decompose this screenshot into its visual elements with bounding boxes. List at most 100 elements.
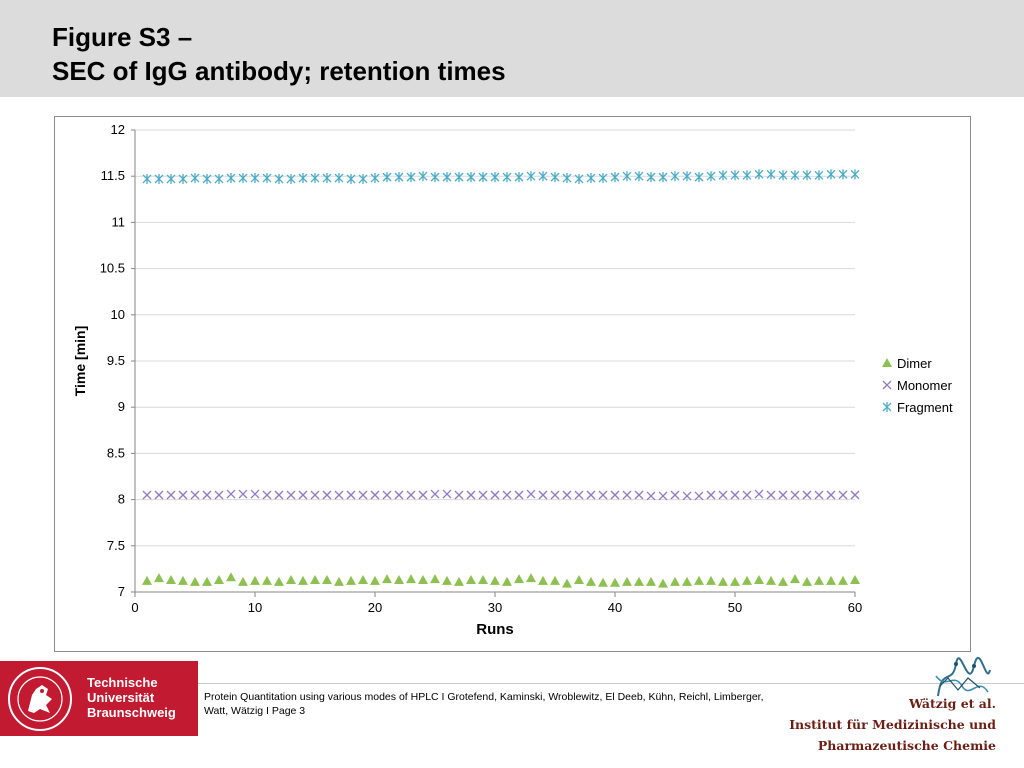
dimer-data-point bbox=[838, 575, 848, 585]
dimer-data-point bbox=[790, 574, 800, 584]
dimer-data-point bbox=[766, 575, 776, 585]
legend-fragment-label: Fragment bbox=[897, 400, 953, 415]
dimer-data-point bbox=[394, 574, 404, 584]
dimer-data-point bbox=[154, 573, 164, 583]
monomer-data-point bbox=[634, 490, 644, 500]
dimer-data-point bbox=[646, 576, 656, 586]
monomer-data-point bbox=[202, 490, 212, 500]
legend-dimer-label: Dimer bbox=[897, 356, 932, 371]
dimer-data-point bbox=[730, 576, 740, 586]
monomer-data-point bbox=[550, 490, 560, 500]
dimer-data-point bbox=[250, 575, 260, 585]
fragment-data-point bbox=[430, 172, 440, 183]
legend-dimer-marker bbox=[882, 358, 892, 367]
y-tick-label: 10.5 bbox=[100, 261, 125, 276]
fragment-data-point bbox=[514, 172, 524, 183]
dimer-data-point bbox=[778, 576, 788, 586]
x-tick-label: 60 bbox=[848, 600, 862, 615]
x-tick-label: 20 bbox=[368, 600, 382, 615]
dimer-data-point bbox=[670, 576, 680, 586]
fragment-data-point bbox=[754, 169, 764, 180]
monomer-data-point bbox=[238, 489, 248, 499]
monomer-data-point bbox=[814, 490, 824, 500]
dimer-data-point bbox=[682, 576, 692, 586]
monomer-data-point bbox=[394, 490, 404, 500]
fragment-data-point bbox=[214, 173, 224, 184]
monomer-data-point bbox=[322, 490, 332, 500]
dimer-data-point bbox=[286, 574, 296, 584]
legend-monomer-label: Monomer bbox=[897, 378, 953, 393]
dimer-data-point bbox=[238, 576, 248, 586]
fragment-data-point bbox=[178, 173, 188, 184]
y-tick-label: 9.5 bbox=[107, 353, 125, 368]
monomer-data-point bbox=[778, 490, 788, 500]
dimer-data-point bbox=[454, 576, 464, 586]
y-axis-label: Time [min] bbox=[72, 326, 88, 397]
monomer-data-point bbox=[598, 490, 608, 500]
monomer-data-point bbox=[718, 490, 728, 500]
monomer-data-point bbox=[682, 491, 692, 501]
university-name-line-3: Braunschweig bbox=[87, 705, 176, 720]
chart-data-points bbox=[142, 169, 860, 588]
fragment-data-point bbox=[274, 173, 284, 184]
monomer-data-point bbox=[502, 490, 512, 500]
dimer-data-point bbox=[190, 576, 200, 586]
dimer-data-point bbox=[586, 576, 596, 586]
fragment-data-point bbox=[166, 173, 176, 184]
chart-legend[interactable]: Dimer Monomer Fragment bbox=[882, 356, 953, 415]
dimer-data-point bbox=[574, 574, 584, 584]
university-logo[interactable]: Technische Universität Braunschweig bbox=[0, 661, 198, 736]
y-tick-label: 9 bbox=[118, 399, 125, 414]
fragment-data-point bbox=[586, 173, 596, 184]
dimer-data-point bbox=[226, 572, 236, 582]
x-tick-label: 0 bbox=[131, 600, 138, 615]
monomer-data-point bbox=[706, 490, 716, 500]
fragment-data-point bbox=[814, 170, 824, 181]
monomer-data-point bbox=[754, 489, 764, 499]
monomer-data-point bbox=[586, 490, 596, 500]
dimer-data-point bbox=[274, 576, 284, 586]
monomer-data-point bbox=[226, 489, 236, 499]
monomer-data-point bbox=[646, 491, 656, 501]
x-axis-ticks: 0 10 20 30 40 50 60 bbox=[131, 592, 862, 615]
monomer-data-point bbox=[418, 490, 428, 500]
monomer-data-point bbox=[370, 490, 380, 500]
retention-time-chart: 7 7.5 8 8.5 9 9.5 10 10.5 11 11.5 12 0 10 20 30 40 50 60… bbox=[72, 122, 953, 638]
dimer-data-point bbox=[706, 575, 716, 585]
dimer-data-point bbox=[430, 574, 440, 584]
monomer-data-point bbox=[574, 490, 584, 500]
fragment-data-point bbox=[790, 170, 800, 181]
dimer-data-point bbox=[514, 574, 524, 584]
fragment-data-point bbox=[742, 170, 752, 181]
fragment-data-point bbox=[142, 173, 152, 184]
monomer-data-point bbox=[274, 490, 284, 500]
monomer-data-point bbox=[454, 490, 464, 500]
slide-title-line-2: SEC of IgG antibody; retention times bbox=[52, 56, 506, 86]
university-name: Technische Universität Braunschweig bbox=[87, 675, 176, 720]
monomer-data-point bbox=[610, 490, 620, 500]
dimer-data-point bbox=[322, 574, 332, 584]
fragment-data-point bbox=[322, 173, 332, 184]
slide-title: Figure S3 – SEC of IgG antibody; retenti… bbox=[52, 20, 506, 88]
dimer-data-point bbox=[166, 574, 176, 584]
dimer-data-point bbox=[310, 574, 320, 584]
footer-divider bbox=[198, 683, 1024, 684]
dimer-data-point bbox=[814, 575, 824, 585]
y-tick-label: 11 bbox=[112, 214, 126, 229]
fragment-data-point bbox=[262, 173, 272, 184]
monomer-data-point bbox=[154, 490, 164, 500]
fragment-data-point bbox=[826, 169, 836, 180]
dimer-data-point bbox=[418, 574, 428, 584]
fragment-data-point bbox=[454, 172, 464, 183]
fragment-data-point bbox=[418, 171, 428, 182]
citation-text: Protein Quantitation using various modes… bbox=[204, 691, 764, 717]
fragment-data-point bbox=[718, 170, 728, 181]
monomer-data-point bbox=[286, 490, 296, 500]
monomer-data-point bbox=[670, 490, 680, 500]
monomer-data-point bbox=[310, 490, 320, 500]
fragment-data-point bbox=[334, 173, 344, 184]
x-tick-label: 40 bbox=[608, 600, 622, 615]
y-tick-label: 10 bbox=[111, 307, 125, 322]
fragment-data-point bbox=[622, 171, 632, 182]
institute-author: Wätzig et al. bbox=[908, 696, 996, 711]
